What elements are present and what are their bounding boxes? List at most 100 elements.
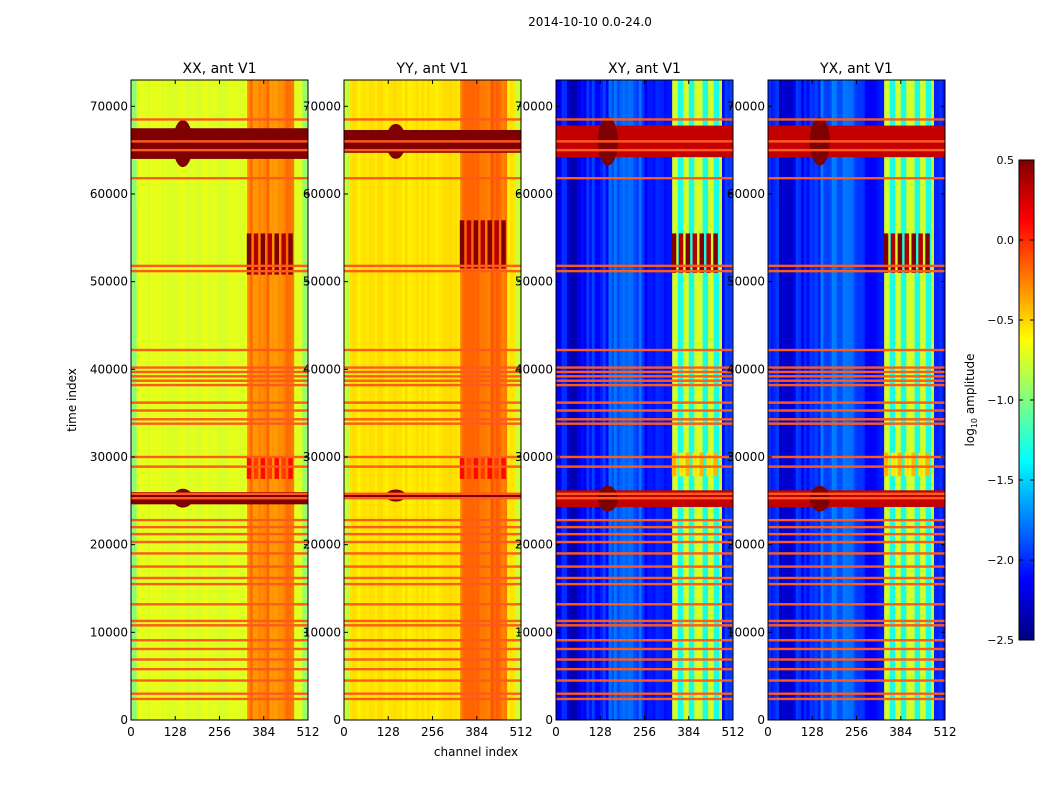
hot-block — [713, 452, 718, 477]
flagged-row — [131, 176, 308, 180]
heatmap-column — [784, 80, 788, 720]
flagged-row — [344, 492, 521, 496]
heatmap-column — [396, 80, 400, 720]
heatmap-column — [438, 80, 442, 720]
flagged-row — [131, 552, 308, 555]
heatmap-column — [449, 80, 453, 720]
hot-block — [911, 452, 916, 477]
flagged-row — [131, 409, 308, 412]
flagged-row — [344, 148, 521, 152]
flagged-row — [768, 176, 945, 180]
y-tick-label: 20000 — [515, 538, 553, 552]
y-tick-label: 70000 — [303, 99, 341, 113]
flagged-row — [556, 639, 733, 642]
heatmap-column — [432, 80, 436, 720]
heatmap-column — [903, 80, 907, 720]
heatmap-column — [564, 80, 568, 720]
heatmap-column — [600, 80, 604, 720]
heatmap-column — [225, 80, 229, 720]
heatmap-column — [388, 80, 392, 720]
flagged-row — [768, 639, 945, 642]
heatmap-column — [680, 80, 684, 720]
flagged-row — [768, 624, 945, 627]
heatmap-column — [708, 80, 712, 720]
colorbar-tick-label: −1.5 — [987, 474, 1014, 487]
hot-block — [501, 456, 506, 479]
heatmap-column — [859, 80, 863, 720]
heatmap-column — [873, 80, 877, 720]
flagged-row — [768, 692, 945, 695]
heatmap-column — [435, 80, 439, 720]
heatmap-column — [697, 80, 701, 720]
flagged-row — [768, 118, 945, 121]
flagged-row — [768, 565, 945, 568]
heatmap-column — [787, 80, 791, 720]
flagged-row — [344, 375, 521, 378]
heatmap-column — [164, 80, 168, 720]
heatmap-column — [227, 80, 232, 720]
rfi-band — [131, 128, 308, 159]
x-tick-label: 0 — [764, 725, 772, 739]
heatmap-column — [837, 80, 841, 720]
flagged-row — [344, 409, 521, 412]
heatmap-column — [238, 80, 243, 720]
flagged-row — [344, 697, 521, 701]
flagged-row — [131, 264, 308, 268]
flagged-row — [344, 422, 521, 425]
heatmap-column — [853, 80, 858, 720]
flagged-row — [131, 422, 308, 425]
flagged-row — [556, 532, 733, 536]
colorbar-label: log10 amplitude — [963, 354, 979, 447]
heatmap-column — [407, 80, 411, 720]
flagged-row — [131, 624, 308, 627]
flagged-row — [768, 269, 945, 273]
flagged-row — [768, 518, 945, 522]
heatmap-column — [674, 80, 679, 720]
flagged-row — [556, 658, 733, 661]
flagged-row — [768, 647, 945, 651]
heatmap-column — [490, 80, 494, 720]
heatmap-column — [669, 80, 673, 720]
heatmap-panel: YY, ant V1 0 128 256 384 512 0 10000 20000 30000 4… — [303, 61, 533, 739]
flagged-row — [768, 140, 945, 143]
heatmap-column — [476, 80, 481, 720]
heatmap-column — [790, 80, 794, 720]
heatmap-column — [719, 80, 723, 720]
heatmap-column — [175, 80, 179, 720]
heatmap-column — [355, 80, 359, 720]
heatmap-column — [705, 80, 709, 720]
flagged-row — [556, 366, 733, 369]
heatmap-column — [939, 80, 943, 720]
heatmap-column — [426, 80, 431, 720]
colorbar-tick-label: −2.0 — [987, 554, 1014, 567]
heatmap-column — [820, 80, 824, 720]
heatmap-column — [889, 80, 894, 720]
heatmap-column — [900, 80, 905, 720]
panel-title: XY, ant V1 — [608, 61, 681, 77]
heatmap-column — [352, 80, 356, 720]
heatmap-column — [666, 80, 670, 720]
hot-block — [897, 452, 903, 477]
y-tick-label: 30000 — [303, 450, 341, 464]
flagged-row — [768, 552, 945, 555]
hot-block — [925, 452, 930, 477]
flagged-row — [131, 697, 308, 701]
flagged-row — [131, 525, 308, 529]
hot-block — [904, 452, 910, 477]
y-tick-label: 70000 — [727, 99, 765, 113]
x-tick-label: 512 — [722, 725, 745, 739]
flagged-row — [344, 383, 521, 387]
flagged-row — [344, 348, 521, 352]
heatmap-column — [727, 80, 731, 720]
heatmap-column — [622, 80, 626, 720]
flagged-row — [131, 582, 308, 586]
heatmap-column — [823, 80, 827, 720]
flagged-row — [768, 697, 945, 701]
heatmap-column — [881, 80, 885, 720]
heatmap-column — [933, 80, 938, 720]
heatmap-column — [230, 80, 234, 720]
heatmap-column — [247, 80, 251, 720]
hot-block — [706, 233, 711, 273]
y-tick-label: 30000 — [515, 450, 553, 464]
heatmap-column — [897, 80, 902, 720]
